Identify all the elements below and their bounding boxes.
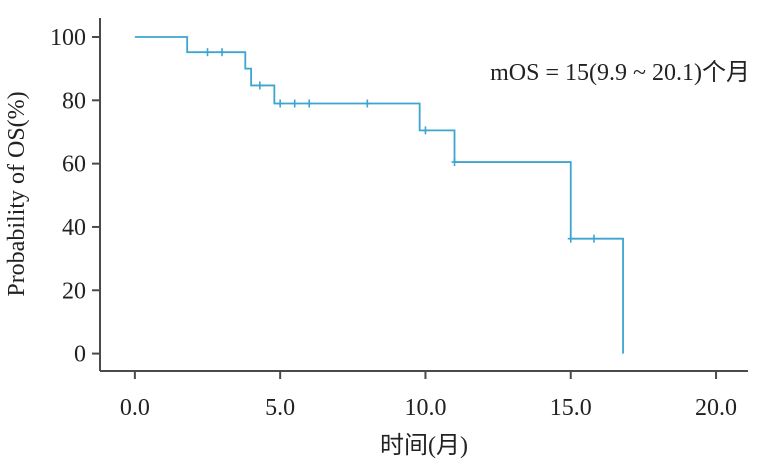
censor-marks: [204, 48, 597, 243]
censor-mark: [219, 48, 226, 57]
x-tick-label: 20.0: [695, 395, 737, 421]
censor-mark: [291, 99, 298, 108]
mos-annotation: mOS = 15(9.9 ~ 20.1)个月: [490, 59, 750, 86]
x-ticks: 0.0 5.0 10.0 15.0 20.0: [120, 371, 737, 421]
y-tick-label: 20: [62, 278, 86, 304]
y-tick-label: 60: [62, 152, 86, 178]
axes: [99, 18, 748, 372]
y-tick-label: 40: [62, 215, 86, 241]
censor-mark: [364, 99, 371, 108]
censor-mark: [451, 158, 458, 167]
censor-mark: [256, 81, 263, 90]
censor-mark: [204, 48, 211, 57]
x-tick-label: 5.0: [265, 395, 295, 421]
x-tick-label: 15.0: [550, 395, 592, 421]
censor-mark: [277, 99, 284, 108]
censor-mark: [590, 234, 597, 243]
survival-curve: [134, 36, 624, 354]
y-axis-title: Probability of OS(%): [4, 91, 30, 296]
series-layer: [134, 36, 624, 354]
y-tick-label: 0: [74, 342, 86, 368]
y-ticks: 0 20 40 60 80 100: [50, 25, 100, 368]
y-tick-label: 100: [50, 25, 86, 51]
x-tick-label: 0.0: [120, 395, 150, 421]
x-axis-title: 时间(月): [380, 432, 468, 459]
censor-mark: [306, 99, 313, 108]
y-tick-label: 80: [62, 88, 86, 114]
censor-mark: [567, 234, 574, 243]
censor-mark: [422, 126, 429, 135]
x-tick-label: 10.0: [404, 395, 446, 421]
